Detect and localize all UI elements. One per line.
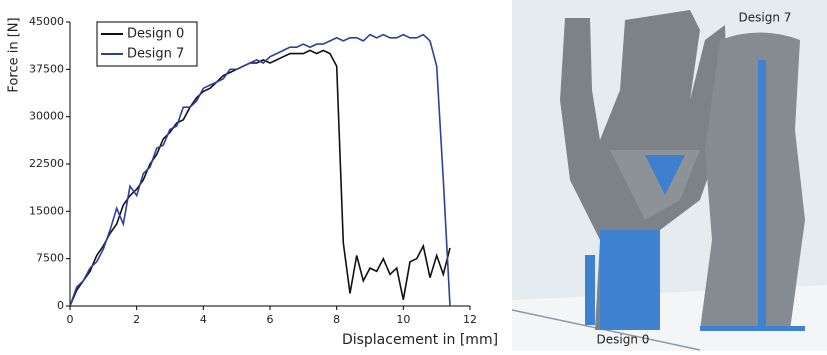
data-line [70,35,450,306]
data-line [70,50,450,306]
design-7-support [758,60,766,330]
legend-label: Design 0 [127,27,184,42]
x-axis-label: Displacement in [mm] [342,332,498,348]
x-tick-label: 4 [200,313,207,326]
render-image: Design 7 Design 0 [512,0,827,351]
y-tick-label: 0 [57,299,64,312]
render-label: Design 7 [739,11,792,25]
design-0-support [585,255,595,325]
y-tick-label: 22500 [29,157,64,170]
design-7-body [700,33,805,331]
x-tick-label: 10 [396,313,410,326]
y-tick-label: 37500 [29,62,64,75]
x-tick-label: 8 [333,313,340,326]
y-axis-label: Force in [N] [7,17,22,92]
design-7-base [700,326,805,331]
x-tick-label: 0 [67,313,74,326]
y-tick-label: 30000 [29,110,64,123]
x-tick-label: 6 [267,313,274,326]
render-label: Design 0 [597,333,650,347]
x-tick-label: 2 [133,313,140,326]
y-tick-label: 15000 [29,204,64,217]
design-0-support [600,230,660,330]
y-tick-label: 7500 [36,252,64,265]
legend-label: Design 7 [127,47,184,62]
x-tick-label: 12 [463,313,477,326]
page: Design 7 Design 0 Force in [N] Displacem… [0,0,827,351]
y-tick-label: 45000 [29,15,64,28]
